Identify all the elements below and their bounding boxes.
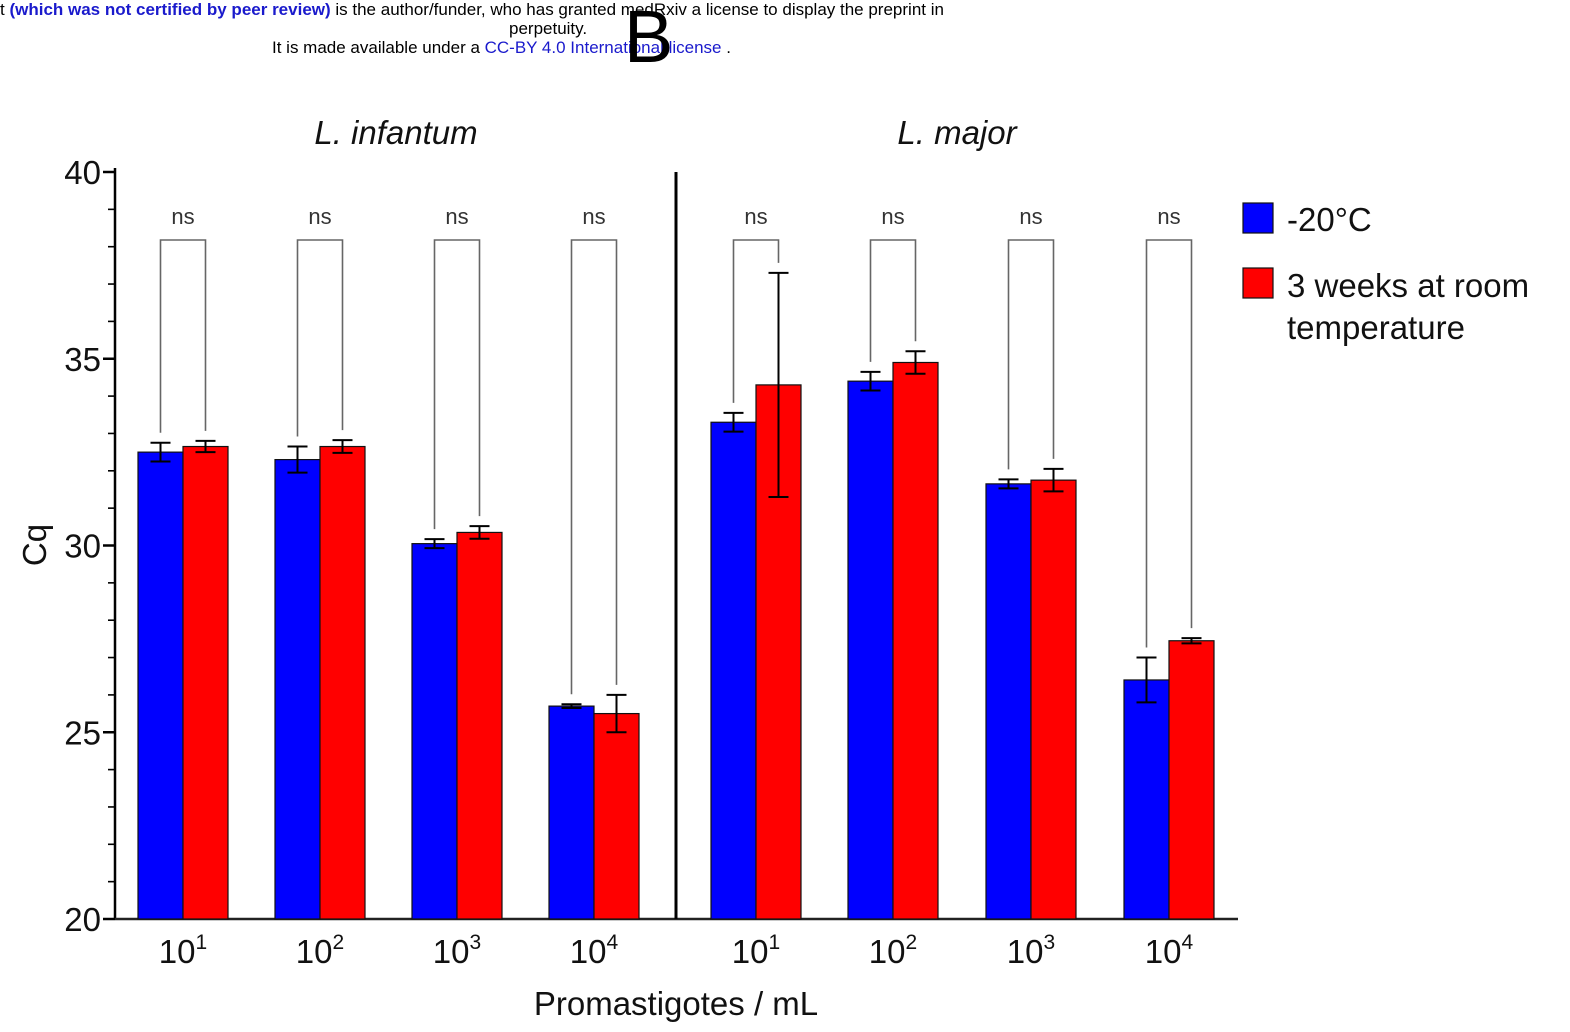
x-tick-exponent: 4 <box>1182 931 1194 954</box>
panel-title-major: L. major <box>897 114 1018 151</box>
y-tick-label: 25 <box>64 714 101 751</box>
x-tick-base: 10 <box>570 933 607 970</box>
x-tick-exponent: 3 <box>470 931 482 954</box>
significance-label: ns <box>1019 204 1042 229</box>
bar-minus20 <box>411 543 458 920</box>
x-tick-label: 101 <box>732 931 780 970</box>
bar-room-temp <box>182 445 229 920</box>
bar-minus20 <box>710 421 757 920</box>
panel-title-infantum: L. infantum <box>314 114 477 151</box>
x-tick-label: 104 <box>1145 931 1194 970</box>
license-prefix: It is made available under a <box>272 38 485 57</box>
legend-label-line: 3 weeks at room <box>1287 267 1529 304</box>
x-tick-exponent: 2 <box>333 931 345 954</box>
header-suffix: is the author/funder, who has granted me… <box>330 0 944 19</box>
y-tick-label: 40 <box>64 154 101 191</box>
x-tick-base: 10 <box>1007 933 1044 970</box>
preprint-header-line1: t (which was not certified by peer revie… <box>0 0 1570 19</box>
significance-label: ns <box>582 204 605 229</box>
significance-label: ns <box>744 204 767 229</box>
license-suffix: . <box>721 38 731 57</box>
significance-label: ns <box>171 204 194 229</box>
preprint-header-line3: It is made available under a CC-BY 4.0 I… <box>272 38 1570 57</box>
x-tick-exponent: 4 <box>607 931 619 954</box>
significance-bracket <box>296 239 344 437</box>
bar-minus20 <box>847 380 894 920</box>
significance-bracket <box>159 239 207 433</box>
bar-minus20 <box>548 705 595 920</box>
bar-room-temp <box>456 531 503 920</box>
significance-label: ns <box>308 204 331 229</box>
peer-review-notice: (which was not certified by peer review) <box>9 0 331 19</box>
significance-bracket <box>732 239 780 403</box>
significance-label: ns <box>445 204 468 229</box>
x-tick-base: 10 <box>296 933 333 970</box>
x-tick-exponent: 2 <box>906 931 918 954</box>
bar-room-temp <box>593 712 640 920</box>
x-tick-exponent: 3 <box>1044 931 1056 954</box>
y-tick-label: 20 <box>64 901 101 938</box>
x-tick-exponent: 1 <box>196 931 208 954</box>
bar-room-temp <box>319 445 366 920</box>
significance-bracket <box>433 239 481 530</box>
significance-bracket <box>1007 239 1055 470</box>
significance-label: ns <box>1157 204 1180 229</box>
x-tick-base: 10 <box>869 933 906 970</box>
preprint-header-line2: perpetuity. <box>509 19 588 38</box>
x-tick-label: 104 <box>570 931 619 970</box>
significance-bracket <box>869 239 917 362</box>
legend-swatch-minus20 <box>1242 202 1274 234</box>
x-tick-label: 103 <box>1007 931 1055 970</box>
legend-swatch-room-temp <box>1242 267 1274 299</box>
x-axis-label: Promastigotes / mL <box>534 985 818 1022</box>
bar-minus20 <box>137 451 184 920</box>
x-tick-label: 103 <box>433 931 481 970</box>
x-tick-base: 10 <box>1145 933 1182 970</box>
panel-letter: B <box>624 0 674 78</box>
x-tick-base: 10 <box>159 933 196 970</box>
x-tick-label: 101 <box>159 931 207 970</box>
significance-label: ns <box>881 204 904 229</box>
x-tick-base: 10 <box>433 933 470 970</box>
x-tick-exponent: 1 <box>769 931 781 954</box>
bar-room-temp <box>1030 479 1077 920</box>
bar-room-temp <box>892 361 939 920</box>
x-tick-label: 102 <box>869 931 917 970</box>
x-tick-label: 102 <box>296 931 344 970</box>
bar-minus20 <box>1123 679 1170 920</box>
y-axis-label: Cq <box>16 524 53 566</box>
bar-minus20 <box>985 483 1032 920</box>
x-tick-base: 10 <box>732 933 769 970</box>
bar-minus20 <box>274 458 321 920</box>
legend-label-room-temp: 3 weeks at room temperature <box>1287 267 1529 346</box>
legend-label-line: temperature <box>1287 309 1465 346</box>
legend-label-minus20: -20°C <box>1287 201 1372 238</box>
y-tick-label: 30 <box>64 528 101 565</box>
y-tick-label: 35 <box>64 341 101 378</box>
header-prefix: t <box>0 0 10 19</box>
significance-bracket <box>1145 239 1193 648</box>
license-link[interactable]: CC-BY 4.0 International license <box>484 38 722 57</box>
significance-bracket <box>570 239 618 695</box>
bar-room-temp <box>1168 640 1215 920</box>
